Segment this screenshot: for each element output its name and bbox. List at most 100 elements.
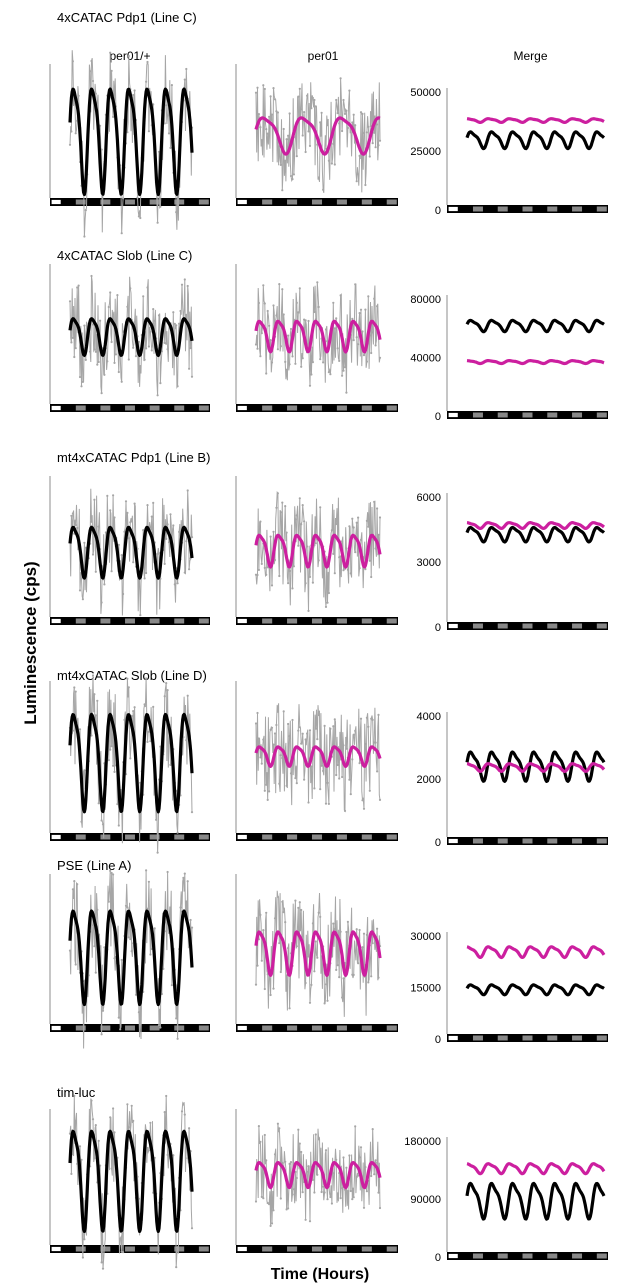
raw-data-point xyxy=(301,357,304,360)
raw-data-point xyxy=(170,84,173,87)
bar-segment xyxy=(472,1035,483,1041)
merge-series-magenta xyxy=(466,1162,606,1176)
raw-data-point xyxy=(287,334,290,337)
raw-data-point xyxy=(355,336,358,339)
bar-segment xyxy=(287,834,298,840)
raw-data-point xyxy=(183,278,186,281)
bar-segment xyxy=(572,206,583,212)
raw-data-point xyxy=(371,1128,374,1131)
chart-panel-4-3: 0 2000 4000 xyxy=(417,711,608,849)
raw-data-point xyxy=(295,782,298,785)
bar-segment xyxy=(447,412,459,418)
raw-data-point xyxy=(279,754,282,757)
raw-data-point xyxy=(159,205,162,208)
row-title: PSE (Line A) xyxy=(57,858,131,873)
raw-data-point xyxy=(113,770,116,774)
raw-data-point xyxy=(292,565,295,568)
raw-data-point xyxy=(169,763,172,767)
y-tick-label: 6000 xyxy=(417,492,441,504)
raw-data-point xyxy=(76,526,79,530)
fitted-series-black xyxy=(68,712,194,814)
raw-data-point xyxy=(276,111,279,114)
raw-data-point xyxy=(307,319,310,323)
raw-data-point xyxy=(265,128,268,131)
raw-data-point xyxy=(275,506,278,509)
raw-data-point xyxy=(91,674,95,677)
raw-data-point xyxy=(342,98,345,102)
raw-data-point xyxy=(163,1111,166,1114)
raw-data-point xyxy=(352,1196,355,1199)
raw-data-point xyxy=(113,516,116,519)
raw-data-point xyxy=(304,150,307,154)
raw-data-point xyxy=(119,1028,122,1031)
raw-data-point xyxy=(107,305,110,309)
raw-data-point xyxy=(120,958,123,962)
raw-data-point xyxy=(109,869,112,873)
raw-data-point xyxy=(276,1122,279,1125)
bar-segment xyxy=(149,1025,160,1031)
raw-data-point xyxy=(120,554,123,557)
raw-data-point xyxy=(127,537,130,540)
raw-data-point xyxy=(378,798,382,802)
panels-layer: per01/+ per01 Merge 4xCATAC Pdp1 (Line C) 0 2… xyxy=(49,10,608,1270)
raw-data-point xyxy=(163,562,166,566)
raw-data-point xyxy=(306,545,309,548)
raw-data-point xyxy=(279,511,282,514)
raw-data-point xyxy=(130,1104,133,1107)
bar-segment xyxy=(149,199,160,205)
bar-segment xyxy=(311,199,323,205)
raw-data-point xyxy=(373,297,376,300)
raw-data-point xyxy=(146,60,149,64)
raw-data-point xyxy=(297,729,300,732)
raw-data-point xyxy=(136,196,139,199)
chart-panel-3-2 xyxy=(235,476,398,625)
raw-data-point xyxy=(322,361,325,364)
raw-data-point xyxy=(156,394,159,397)
raw-data-point xyxy=(124,904,128,907)
raw-data-point xyxy=(276,895,279,898)
raw-data-point xyxy=(145,869,148,872)
raw-data-point xyxy=(269,535,272,538)
raw-data-point xyxy=(292,1188,295,1191)
raw-data-point xyxy=(103,1246,106,1249)
bar-segment xyxy=(198,1246,209,1252)
raw-data-point xyxy=(342,977,345,980)
raw-data-point xyxy=(142,295,145,298)
raw-data-point xyxy=(81,598,84,601)
raw-data-point xyxy=(373,1173,376,1176)
raw-data-point xyxy=(117,370,120,374)
raw-data-point xyxy=(281,501,284,504)
bar-segment xyxy=(447,1035,459,1041)
raw-data-point xyxy=(256,711,259,715)
raw-data-point xyxy=(127,936,130,939)
raw-data-point xyxy=(106,360,109,363)
raw-data-point xyxy=(304,1218,307,1221)
raw-data-point xyxy=(256,347,259,350)
chart-panel-1-2 xyxy=(235,64,398,206)
raw-data-point xyxy=(110,1167,113,1170)
raw-data-point xyxy=(329,727,332,730)
raw-data-point xyxy=(97,360,100,364)
raw-data-point xyxy=(355,521,358,524)
raw-data-point xyxy=(76,883,79,886)
raw-data-point xyxy=(153,927,156,930)
raw-data-point xyxy=(324,983,328,986)
bar-segment xyxy=(198,199,209,205)
raw-data-point xyxy=(377,1191,380,1194)
bar-segment xyxy=(174,405,185,411)
raw-data-point xyxy=(185,739,188,742)
raw-data-point xyxy=(132,710,135,713)
raw-data-point xyxy=(70,1172,73,1175)
raw-data-point xyxy=(165,537,168,541)
raw-data-point xyxy=(176,582,179,585)
bar-segment xyxy=(236,834,248,840)
bar-segment xyxy=(262,834,273,840)
row-title: mt4xCATAC Pdp1 (Line B) xyxy=(57,450,210,465)
raw-data-point xyxy=(298,726,301,729)
raw-data-point xyxy=(127,358,130,361)
raw-data-point xyxy=(358,928,361,932)
raw-data-point xyxy=(76,286,79,289)
raw-data-point xyxy=(143,703,146,706)
raw-data-point xyxy=(133,89,136,92)
raw-data-point xyxy=(109,1116,112,1119)
